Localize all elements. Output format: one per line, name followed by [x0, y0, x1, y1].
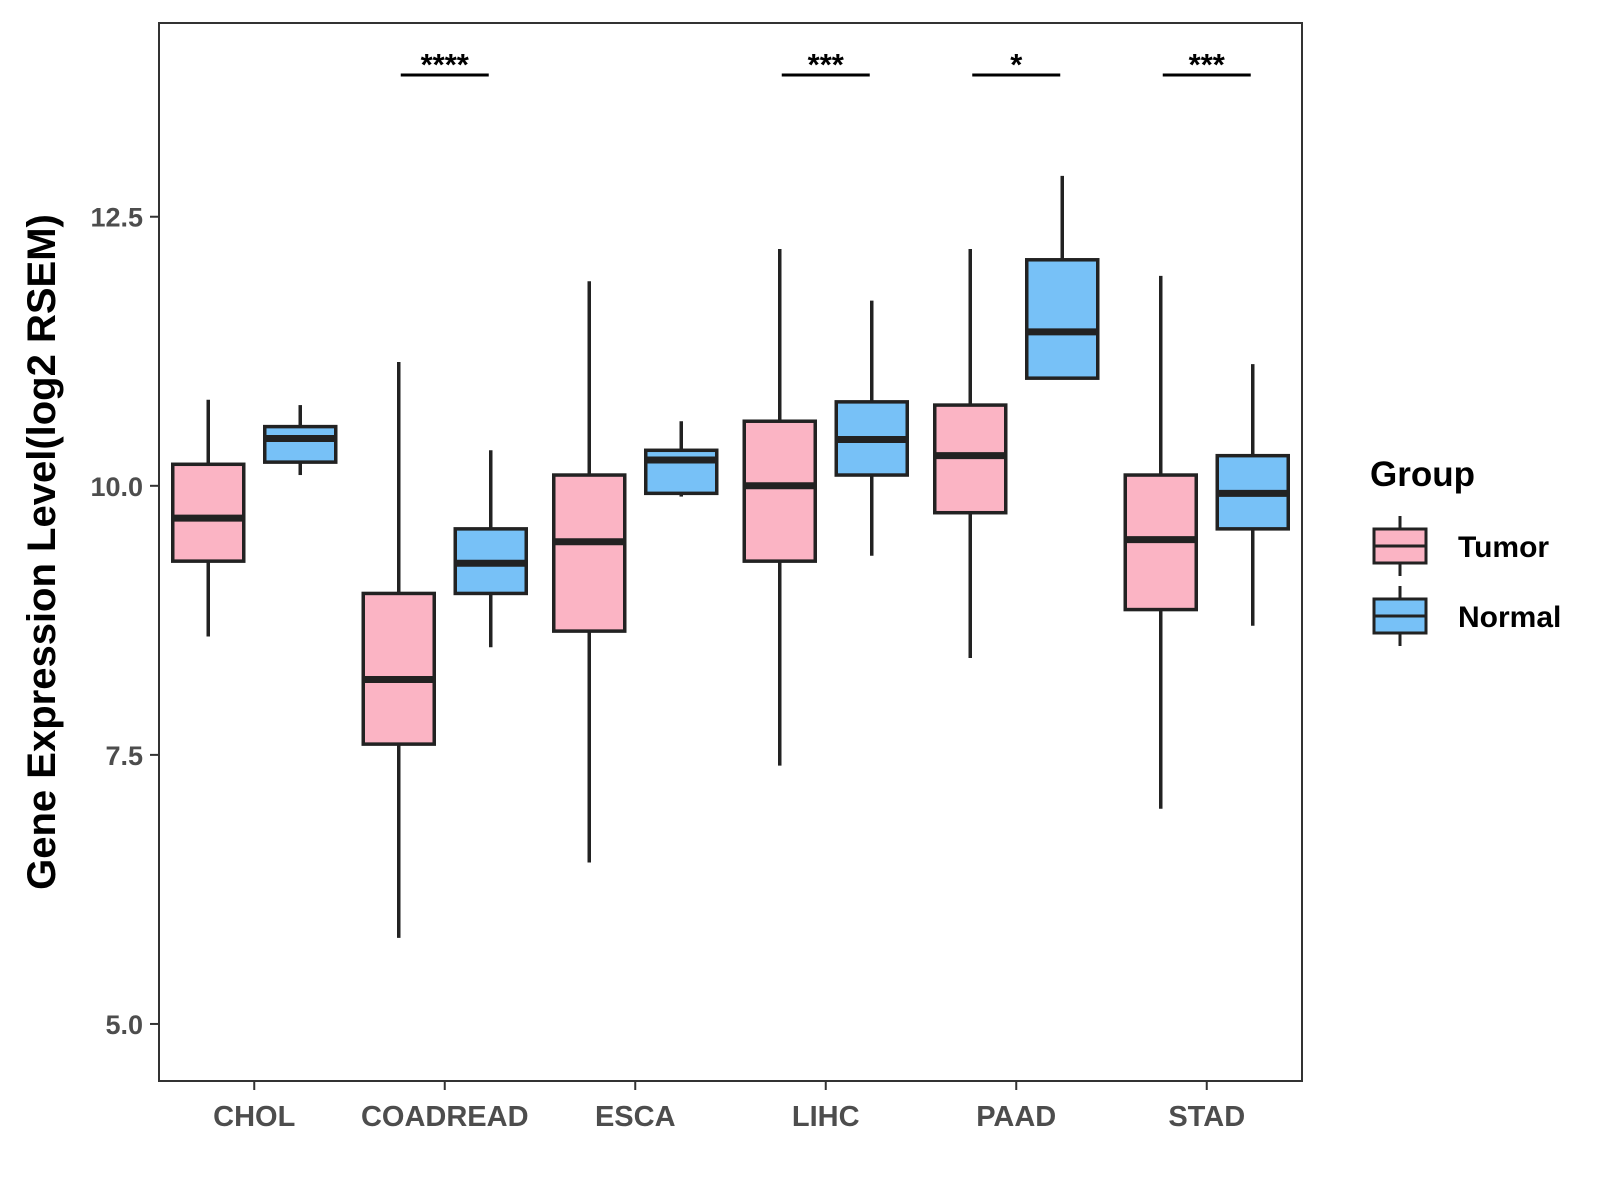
- box-tumor-coadread: [361, 362, 436, 938]
- box-tumor-stad: [1123, 275, 1198, 809]
- significance-label: ***: [1189, 47, 1226, 82]
- box-normal-stad: [1215, 364, 1290, 626]
- x-tick-label-esca: ESCA: [595, 1101, 676, 1133]
- box-normal-coadread: [453, 450, 528, 648]
- box-body: [171, 462, 246, 563]
- y-tick-label: 10.0: [90, 472, 143, 502]
- box-body: [361, 591, 436, 746]
- y-tick-label: 5.0: [105, 1010, 143, 1040]
- y-tick-label: 12.5: [90, 203, 143, 233]
- box-layer: [171, 175, 1290, 938]
- legend-label: Tumor: [1458, 531, 1549, 564]
- box-normal-lihc: [834, 300, 909, 556]
- x-tick-label-lihc: LIHC: [792, 1101, 860, 1133]
- y-tick-label: 7.5: [105, 741, 143, 771]
- box-body: [552, 473, 627, 633]
- plot-panel: [158, 22, 1303, 1082]
- box-body: [263, 424, 338, 464]
- significance-stad: ***: [1162, 47, 1251, 82]
- box-normal-paad: [1025, 175, 1100, 380]
- significance-lihc: ***: [781, 47, 870, 82]
- significance-layer: **** *** * ***: [400, 47, 1251, 82]
- significance-coadread: ****: [400, 47, 489, 82]
- x-axis: CHOL COADREAD ESCA LIHC PAAD STAD: [213, 1081, 1245, 1133]
- x-tick-label-stad: STAD: [1168, 1101, 1245, 1133]
- significance-label: ***: [808, 47, 845, 82]
- box-tumor-chol: [171, 399, 246, 637]
- legend: Group Tumor Normal: [1370, 455, 1561, 646]
- box-body: [742, 419, 817, 563]
- box-tumor-esca: [552, 281, 627, 863]
- box-tumor-paad: [933, 249, 1008, 659]
- significance-label: *: [1010, 47, 1023, 82]
- significance-paad: *: [972, 47, 1061, 82]
- box-body: [1025, 258, 1100, 380]
- box-normal-chol: [263, 405, 338, 476]
- box-normal-esca: [644, 421, 719, 497]
- y-axis: 5.0 7.5 10.0 12.5: [90, 203, 159, 1040]
- legend-title: Group: [1370, 455, 1475, 494]
- significance-label: ****: [421, 47, 470, 82]
- x-tick-label-chol: CHOL: [213, 1101, 295, 1133]
- legend-item-normal: Normal: [1372, 586, 1561, 646]
- x-tick-label-coadread: COADREAD: [361, 1101, 529, 1133]
- legend-item-tumor: Tumor: [1372, 516, 1549, 576]
- legend-label: Normal: [1458, 601, 1561, 634]
- x-tick-label-paad: PAAD: [976, 1101, 1056, 1133]
- box-tumor-lihc: [742, 249, 817, 766]
- y-axis-title: Gene Expression Level(log2 RSEM): [20, 214, 64, 890]
